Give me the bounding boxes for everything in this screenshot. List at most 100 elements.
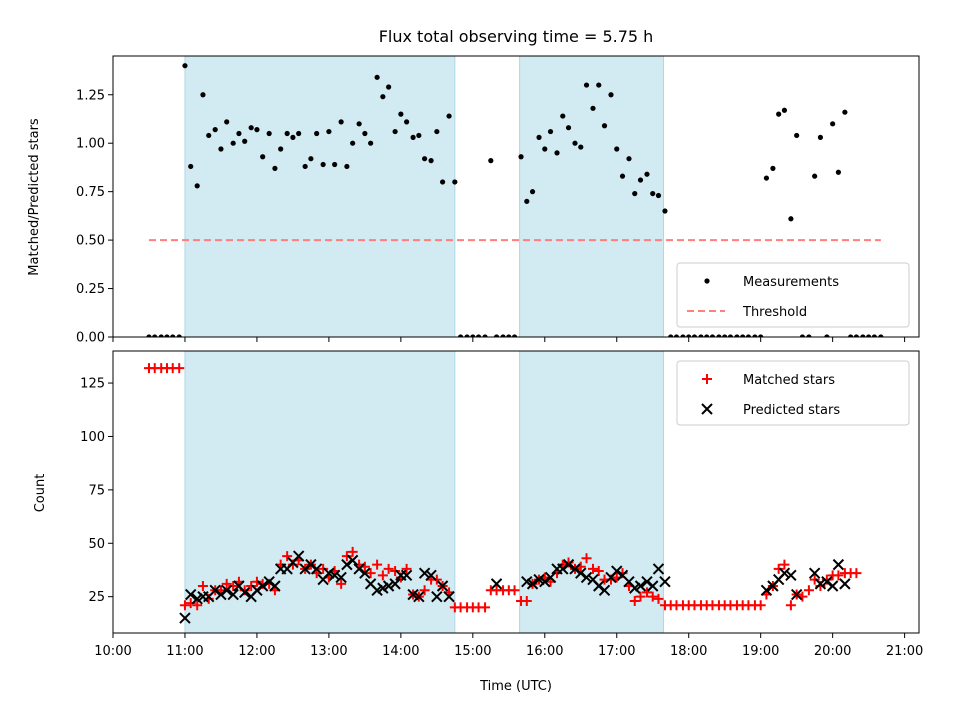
top-series-measurements-point [356,121,362,127]
top-series-measurements-point [314,130,320,137]
top-series-measurements-point [188,163,194,170]
bottom-series-matched-stars-point [779,559,790,570]
top-series-measurements-point [272,165,278,171]
top-series-measurements-point [482,334,488,337]
bottom-series-matched-stars-point [588,563,599,574]
top-series-measurements-point [428,158,434,164]
bottom-series-predicted-stars-point [185,588,197,601]
top-series-measurements-point [871,334,877,337]
top-series-measurements-point [806,334,812,337]
bottom-series-predicted-stars-point [569,563,581,575]
top-series-measurements-point [740,334,746,337]
x-tick-label: 11:00 [166,644,203,659]
top-series-measurements-point [511,334,518,337]
top-series-measurements-point [842,109,848,115]
chart-title: Flux total observing time = 5.75 h [379,27,654,46]
bottom-series-predicted-stars-point [826,580,839,592]
bottom-series-predicted-stars-point [238,586,251,599]
top-series-measurements-point [547,128,554,135]
bottom-series-predicted-stars-point [389,578,401,590]
top-y-tick-label: 0.50 [76,234,105,249]
top-series-measurements-point [260,154,266,160]
top-series-measurements-point [404,119,410,125]
top-series-measurements-point [824,334,830,337]
top-series-measurements-point [866,334,872,337]
bottom-series-matched-stars-point [480,602,491,613]
top-series-measurements-point [637,177,644,183]
bottom-series-predicted-stars-point [785,569,797,582]
bottom-series-predicted-stars-point [328,569,341,582]
top-series-measurements-point [230,140,236,146]
top-series-measurements-point [248,125,254,131]
bottom-series-predicted-stars-point [760,584,773,596]
top-series-measurements-point [338,119,344,125]
bottom-series-predicted-stars-point [209,584,221,596]
top-y-tick-label: 0.00 [76,331,105,346]
bottom-series-predicted-stars-point [179,612,191,624]
top-series-measurements-point [650,190,656,197]
bottom-series-matched-stars-point [318,563,329,574]
bottom-series-predicted-stars-point [652,563,665,575]
top-shaded-interval-0 [184,55,456,338]
top-series-measurements-point [386,84,392,90]
top-series-measurements-point [673,334,680,337]
top-series-measurements-point [434,128,440,135]
top-series-measurements-point [350,140,356,146]
top-series-measurements-point [452,179,458,185]
bottom-series-predicted-stars-point [215,588,227,601]
top-series-measurements-point [158,334,164,337]
top-series-measurements-point [320,161,326,168]
x-tick-label: 18:00 [670,644,707,659]
bottom-series-matched-stars-point [174,363,185,374]
top-y-tick-label: 0.25 [76,282,105,297]
top-series-measurements-point [853,334,859,337]
bottom-series-matched-stars-point [419,585,430,596]
top-series-measurements-point [536,134,542,140]
top-series-measurements-point [416,132,422,139]
bottom-axes-frame [112,350,920,634]
bottom-series-matched-stars-point [246,581,257,591]
top-series-measurements-point [493,334,500,337]
top-series-measurements-point [668,334,674,337]
bottom-series-predicted-stars-point [220,584,233,596]
bottom-series-predicted-stars-point [790,588,803,601]
top-series-measurements-point [860,334,866,337]
top-series-measurements-point [488,158,494,164]
top-series-measurements-point [529,189,536,195]
bottom-series-predicted-stars-point [353,563,365,575]
bottom-series-predicted-stars-point [557,563,569,575]
bottom-legend-predicted-stars-marker [701,403,713,415]
bottom-series-predicted-stars-point [647,580,659,592]
top-series-measurements-point [254,127,260,133]
top-series-measurements-point [788,216,794,222]
top-y-tick-label: 1.00 [76,137,105,152]
top-y-tick-label: 0.75 [76,185,105,200]
bottom-series-predicted-stars-point [634,580,647,592]
top-series-measurements-point [524,198,530,204]
bottom-series-predicted-stars-point [305,558,317,571]
bottom-series-matched-stars-point [383,563,394,574]
top-series-measurements-point [344,163,350,170]
top-axes-frame [112,55,920,338]
bottom-series-matched-stars-point [809,574,820,585]
top-series-measurements-point [182,63,188,69]
bottom-series-predicted-stars-point [832,558,845,571]
top-series-measurements-point [368,140,374,146]
bottom-series-predicted-stars-point [335,571,347,584]
top-series-measurements-point [475,334,482,337]
top-series-measurements-point [470,334,476,337]
top-series-measurements-point [572,140,578,146]
top-series-measurements-point [583,82,590,88]
bottom-panel: 25 50 75 100 125 10:00 11:00 12:00 13:00 14:00 15:… [80,350,923,659]
top-series-measurements-point [763,175,770,181]
bottom-series-predicted-stars-point [418,567,431,579]
bottom-series-matched-stars-point [336,578,347,589]
top-series-measurements-point [500,334,506,337]
top-series-measurements-point [817,134,824,140]
top-series-measurements-point [236,130,242,137]
top-series-measurements-point [794,132,800,139]
top-legend-box [676,262,910,328]
bottom-series-matched-stars-point [341,551,352,562]
top-series-measurements-point [422,156,428,162]
bottom-series-predicted-stars-point [227,588,239,601]
